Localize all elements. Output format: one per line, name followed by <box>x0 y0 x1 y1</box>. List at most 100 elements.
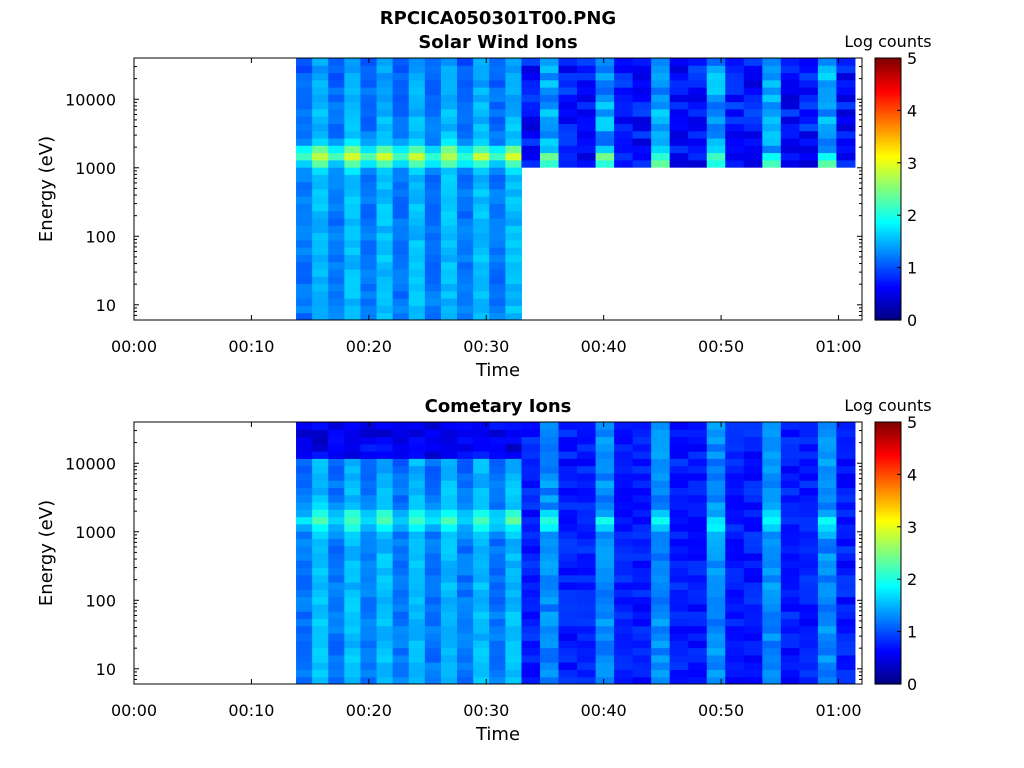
colorbar-segment <box>875 230 901 235</box>
heatmap-cell <box>669 472 689 481</box>
heatmap-cell <box>440 553 458 561</box>
heatmap-cell <box>473 472 490 481</box>
heatmap-cell <box>651 65 671 74</box>
heatmap-cell <box>651 633 671 641</box>
heatmap-cell <box>473 298 490 306</box>
heatmap-cell <box>489 618 506 627</box>
heatmap-cell <box>440 647 458 656</box>
heatmap-cell <box>558 458 578 467</box>
heatmap-cell <box>408 480 426 488</box>
heatmap-cell <box>521 567 541 576</box>
heatmap-cell <box>521 138 541 146</box>
heatmap-cell <box>392 625 410 634</box>
heatmap-cell <box>688 138 708 146</box>
heatmap-cell <box>743 79 763 88</box>
heatmap-cell <box>817 458 837 467</box>
heatmap-cell <box>296 640 313 649</box>
heatmap-cell <box>836 509 856 518</box>
x-tick-label: 00:30 <box>463 701 509 720</box>
heatmap-cell <box>614 458 634 467</box>
heatmap-cell <box>376 254 394 263</box>
heatmap-cell <box>440 79 458 88</box>
heatmap-cell <box>328 305 345 314</box>
heatmap-cell <box>614 662 634 670</box>
heatmap-cell <box>632 145 652 154</box>
heatmap-cell <box>360 523 378 532</box>
heatmap-cell <box>360 116 378 124</box>
heatmap-cell <box>408 123 426 132</box>
heatmap-cell <box>457 429 474 438</box>
heatmap-cell <box>457 283 474 292</box>
heatmap-cell <box>595 159 615 168</box>
heatmap-cell <box>344 494 361 503</box>
heatmap-cell <box>424 290 442 299</box>
heatmap-cell <box>836 116 856 124</box>
heatmap-cell <box>424 72 442 81</box>
colorbar-segment <box>875 244 901 248</box>
heatmap-cell <box>743 589 763 598</box>
heatmap-cell <box>505 94 522 103</box>
heatmap-cell <box>376 225 394 234</box>
heatmap-cell <box>577 487 597 496</box>
heatmap-cell <box>595 436 615 445</box>
heatmap-cell <box>669 87 689 95</box>
heatmap-cell <box>328 611 345 619</box>
heatmap-cell <box>424 458 442 467</box>
heatmap-cell <box>595 138 615 146</box>
colorbar-segment <box>875 668 901 672</box>
heatmap-cell <box>408 196 426 205</box>
heatmap-cell <box>540 116 560 124</box>
heatmap-cell <box>614 465 634 474</box>
heatmap-cell <box>577 523 597 532</box>
heatmap-cell <box>540 79 560 88</box>
heatmap-cell <box>521 130 541 139</box>
colorbar-segment <box>875 626 901 630</box>
heatmap-cell <box>669 560 689 569</box>
heatmap-cell <box>344 654 361 663</box>
heatmap-cell <box>817 480 837 488</box>
heatmap-cell <box>424 553 442 561</box>
heatmap-cell <box>669 422 689 430</box>
heatmap-cell <box>558 633 578 641</box>
heatmap-cell <box>296 108 313 117</box>
colorbar-segment <box>875 450 901 455</box>
heatmap-cell <box>558 101 578 110</box>
heatmap-cell <box>392 130 410 139</box>
heatmap-cell <box>457 654 474 663</box>
colorbar-segment <box>875 555 901 559</box>
heatmap-cell <box>505 640 522 649</box>
heatmap-cell <box>489 72 506 81</box>
heatmap-cell <box>725 472 745 481</box>
heatmap-cell <box>817 596 837 605</box>
heatmap-cell <box>344 145 361 154</box>
heatmap-cell <box>651 116 671 124</box>
heatmap-cell <box>344 538 361 547</box>
heatmap-cell <box>817 87 837 95</box>
heatmap-cell <box>817 101 837 110</box>
heatmap-cell <box>392 181 410 190</box>
heatmap-cell <box>328 676 345 685</box>
heatmap-cell <box>743 596 763 605</box>
heatmap-cell <box>706 509 726 518</box>
heatmap-cell <box>799 72 819 81</box>
heatmap-cell <box>424 145 442 154</box>
heatmap-cell <box>344 159 361 168</box>
heatmap-cell <box>328 58 345 66</box>
heatmap-cell <box>725 79 745 88</box>
heatmap-cell <box>505 618 522 627</box>
heatmap-cell <box>489 254 506 263</box>
heatmap-cell <box>632 662 652 670</box>
heatmap-cell <box>328 618 345 627</box>
heatmap-cell <box>296 611 313 619</box>
heatmap-cell <box>360 647 378 656</box>
heatmap-cell <box>360 225 378 234</box>
heatmap-cell <box>743 523 763 532</box>
heatmap-cell <box>743 465 763 474</box>
heatmap-cell <box>392 123 410 132</box>
colorbar-segment <box>875 427 901 431</box>
heatmap-cell <box>376 101 394 110</box>
heatmap-cell <box>408 633 426 641</box>
heatmap-cell <box>780 494 800 503</box>
heatmap-cell <box>328 225 345 234</box>
heatmap-cell <box>457 232 474 241</box>
